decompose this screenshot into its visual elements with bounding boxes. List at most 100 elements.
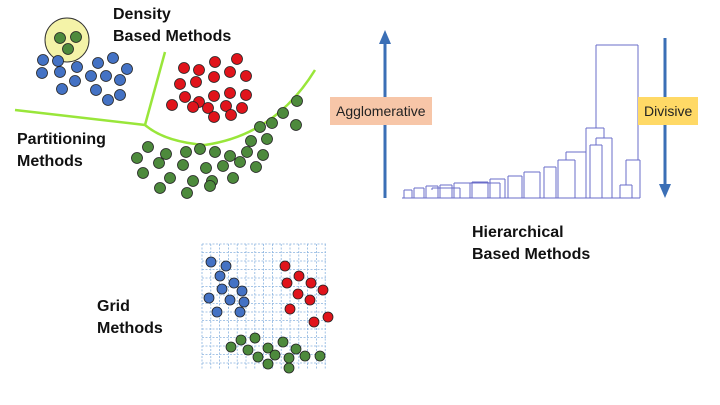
grid-blue-dot [238, 296, 250, 308]
red-dot [193, 64, 205, 76]
divisive-tag: Divisive [638, 97, 699, 125]
green-dot [217, 160, 229, 172]
red-dot [224, 66, 236, 78]
green-dot [204, 180, 216, 192]
blue-dot [107, 52, 119, 64]
red-dot [236, 102, 248, 114]
agglomerative-tag: Agglomerative [330, 97, 432, 125]
grid-red-dot [293, 270, 305, 282]
green-dot [266, 117, 278, 129]
green-dot [224, 150, 236, 162]
grid-blue-dot [220, 260, 232, 272]
grid-red-dot [317, 284, 329, 296]
grid-green-dot [283, 352, 295, 364]
green-dot [234, 156, 246, 168]
red-dot [231, 53, 243, 65]
red-dot [224, 87, 236, 99]
red-dot [178, 62, 190, 74]
grid-red-dot [292, 288, 304, 300]
green-dot [277, 107, 289, 119]
grid-green-dot [235, 334, 247, 346]
grid-green-dot [290, 343, 302, 355]
blue-dot [100, 70, 112, 82]
green-dot [241, 146, 253, 158]
red-dot [208, 71, 220, 83]
partition-boundary-line [14, 69, 317, 147]
red-dot [240, 70, 252, 82]
grid-blue-dot [228, 277, 240, 289]
density-dot [62, 43, 74, 55]
density-highlight-circle [44, 17, 90, 63]
blue-dot [102, 94, 114, 106]
grid-red-dot [308, 316, 320, 328]
green-dot [153, 157, 165, 169]
blue-dot [37, 54, 49, 66]
grid-green-dot [262, 358, 274, 370]
green-dot [131, 152, 143, 164]
red-dot [190, 76, 202, 88]
green-dot [291, 95, 303, 107]
red-dot [209, 56, 221, 68]
green-dot [227, 172, 239, 184]
grid-red-dot [281, 277, 293, 289]
blue-dot [90, 84, 102, 96]
grid-blue-dot [211, 306, 223, 318]
green-dot [154, 182, 166, 194]
grid-green-dot [277, 336, 289, 348]
red-dot [166, 99, 178, 111]
partitioning-label: Partitioning Methods [17, 131, 106, 170]
blue-dot [71, 61, 83, 73]
blue-dot [85, 70, 97, 82]
grid-green-dot [242, 344, 254, 356]
dendrogram [402, 44, 641, 199]
grid-clusters [203, 256, 334, 374]
blue-dot [92, 57, 104, 69]
green-dot [257, 149, 269, 161]
grid-green-dot [283, 362, 295, 374]
green-dot [209, 146, 221, 158]
grid-red-dot [279, 260, 291, 272]
grid-green-dot [269, 349, 281, 361]
density-dot [70, 31, 82, 43]
partition-boundary-divider [143, 51, 167, 126]
red-dot [174, 78, 186, 90]
green-dot [187, 175, 199, 187]
green-dot [194, 143, 206, 155]
grid-green-dot [225, 341, 237, 353]
grid-green-dot [249, 332, 261, 344]
blue-dot [36, 67, 48, 79]
grid-red-dot [322, 311, 334, 323]
grid-blue-dot [203, 292, 215, 304]
density-dot [54, 32, 66, 44]
green-dot [200, 162, 212, 174]
red-dot [187, 101, 199, 113]
green-dot [250, 161, 262, 173]
hierarchical-label: Hierarchical Based Methods [472, 224, 591, 263]
green-dot [137, 167, 149, 179]
green-dot [254, 121, 266, 133]
blue-dot [114, 89, 126, 101]
blue-dot [121, 63, 133, 75]
green-dot [181, 187, 193, 199]
grid-green-dot [299, 350, 311, 362]
grid-blue-dot [236, 285, 248, 297]
grid-red-dot [284, 303, 296, 315]
grid-green-dot [314, 350, 326, 362]
grid-blue-dot [234, 306, 246, 318]
red-dot [240, 89, 252, 101]
green-dot [290, 119, 302, 131]
green-dot [164, 172, 176, 184]
grid-blue-dot [224, 294, 236, 306]
grid-blue-dot [216, 283, 228, 295]
grid-blue-dot [205, 256, 217, 268]
grid-red-dot [305, 277, 317, 289]
grid-green-dot [262, 342, 274, 354]
blue-dot [69, 75, 81, 87]
green-dot [142, 141, 154, 153]
blue-dot [56, 83, 68, 95]
green-dot [177, 159, 189, 171]
red-dot [208, 90, 220, 102]
red-dot [208, 111, 220, 123]
partition-clusters [36, 31, 303, 199]
